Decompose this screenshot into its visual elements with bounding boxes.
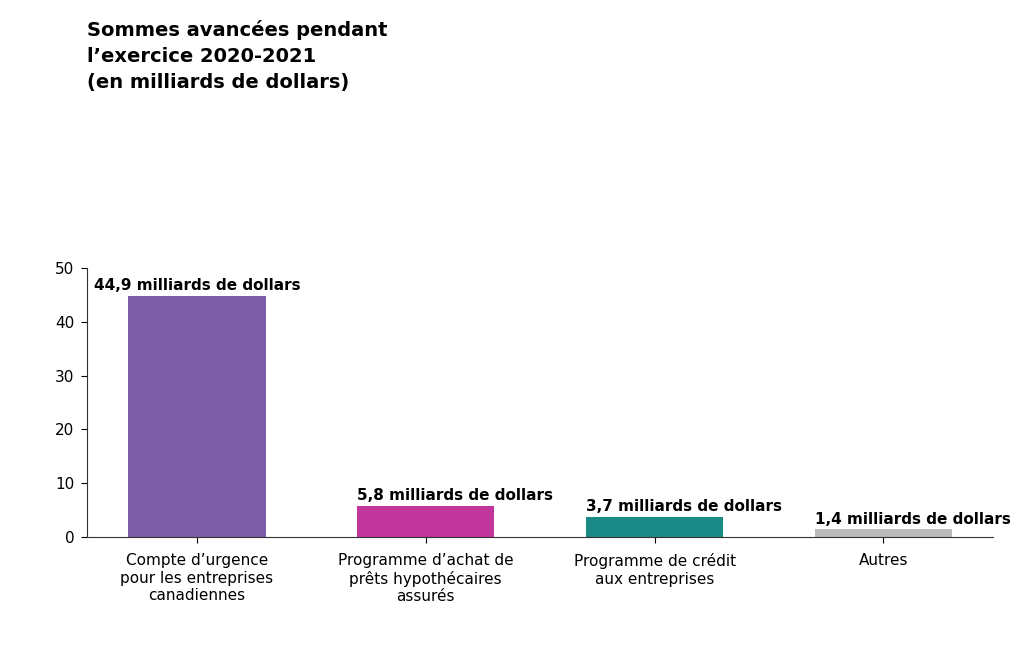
Bar — [586, 517, 723, 537]
Text: 3,7 milliards de dollars: 3,7 milliards de dollars — [586, 499, 782, 514]
Text: 44,9 milliards de dollars: 44,9 milliards de dollars — [93, 278, 300, 293]
Text: 1,4 milliards de dollars: 1,4 milliards de dollars — [815, 511, 1011, 527]
Bar — [128, 296, 265, 537]
Text: 5,8 milliards de dollars: 5,8 milliards de dollars — [357, 488, 553, 503]
Bar — [357, 506, 495, 537]
Bar — [815, 529, 952, 537]
Text: Sommes avancées pendant
l’exercice 2020-2021
(en milliards de dollars): Sommes avancées pendant l’exercice 2020-… — [87, 20, 387, 92]
